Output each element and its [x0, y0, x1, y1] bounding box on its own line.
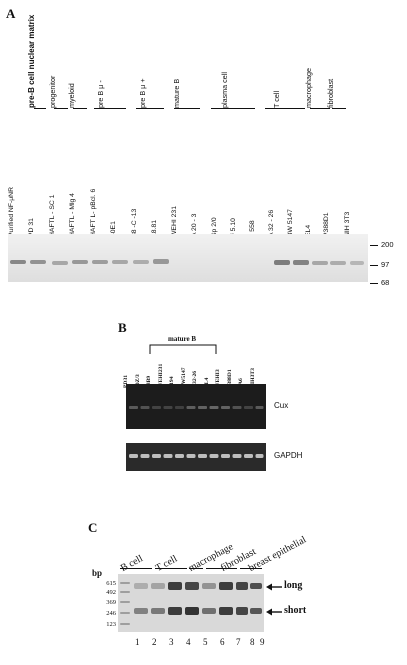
band-a-12 — [330, 261, 346, 265]
bp-marker-369: 369 — [106, 599, 116, 606]
lane-number-c-3: 3 — [169, 637, 174, 647]
panel-a-letter: A — [6, 6, 16, 21]
category-line-c-b-cell — [120, 568, 152, 569]
category-label-mature-b: mature B — [172, 78, 181, 108]
lane-label-a-1: Purified NF-μNR — [8, 187, 15, 237]
category-line-pre-b-mu-minus — [94, 108, 126, 110]
band-a-4 — [72, 260, 88, 264]
lane-label-a-15: BW 5147 — [287, 209, 294, 237]
lane-label-a-5: HAFT L- pBcl. 6 — [90, 188, 97, 237]
arrow-short-icon — [266, 608, 282, 616]
category-line-c-macrophage — [189, 568, 203, 569]
gel-label-gapdh: GAPDH — [274, 451, 303, 460]
category-label-c-t-cell: T cell — [153, 553, 180, 574]
band-a-8 — [153, 259, 169, 264]
category-label-pre-b-mu-plus: pre B μ + — [138, 78, 147, 108]
mw-label-97: 97 — [381, 260, 390, 269]
bp-label: bp — [92, 568, 103, 578]
category-line-c-breast-epithelial — [240, 568, 262, 569]
arrow-long-icon — [266, 583, 282, 591]
lane-label-a-3: HAFTL - SC 1 — [49, 194, 56, 237]
mw-tick-200 — [370, 245, 378, 246]
band-a-7 — [133, 260, 149, 264]
band-a-6 — [112, 260, 128, 264]
category-line-pre-b-mu-plus — [136, 108, 164, 110]
mw-tick-97 — [370, 265, 378, 266]
lane-number-c-9: 9 — [260, 637, 265, 647]
category-label-macrophage: macrophage — [304, 68, 313, 108]
lane-label-a-9: WEHI 231 — [171, 206, 178, 237]
band-a-2 — [30, 260, 46, 264]
category-label-fibroblast: fibroblast — [326, 78, 335, 108]
category-label-plasma-cell: plasma cell — [220, 72, 229, 108]
band-a-13 — [350, 261, 364, 265]
lane-number-c-1: 1 — [135, 637, 140, 647]
category-label-pre-b-mu-minus: pre B μ - — [96, 80, 105, 108]
category-label-t-cell: T cell — [272, 90, 281, 108]
band-a-10 — [293, 260, 309, 265]
lane-number-c-7: 7 — [236, 637, 241, 647]
category-line-macrophage — [310, 108, 330, 110]
lane-number-c-6: 6 — [220, 637, 225, 647]
mw-label-200: 200 — [381, 240, 394, 249]
category-line-c-t-cell — [155, 568, 187, 569]
gel-cux — [126, 384, 266, 429]
mature-b-bracket-label: mature B — [168, 335, 197, 343]
gel-label-cux: Cux — [274, 401, 289, 410]
mature-b-bracket — [149, 344, 217, 354]
mw-tick-68 — [370, 283, 378, 284]
category-line-plasma-cell — [211, 108, 255, 110]
category-line-mature-b — [174, 108, 200, 110]
band-a-5 — [92, 260, 108, 264]
bp-marker-492: 492 — [106, 589, 116, 596]
band-label-long: long — [284, 580, 303, 591]
lane-label-a-14: A 32 - 26 — [268, 209, 275, 237]
category-label-nuclear-matrix: pre-B cell nuclear matrix — [27, 14, 36, 108]
bp-marker-123: 123 — [106, 621, 116, 628]
category-line-t-cell — [265, 108, 305, 110]
category-line-fibroblast — [332, 108, 346, 110]
band-a-11 — [312, 261, 328, 265]
category-line-c-fibroblast — [206, 568, 237, 569]
lane-number-c-2: 2 — [152, 637, 157, 647]
mw-label-68: 68 — [381, 278, 390, 287]
category-label-progenitor: progenitor — [48, 75, 57, 108]
category-line-myeloid — [73, 108, 87, 110]
panel-c-letter: C — [88, 520, 98, 535]
lane-number-c-4: 4 — [186, 637, 191, 647]
lane-label-a-4: HAFTL - Mlg 4 — [69, 193, 76, 237]
gel-gapdh — [126, 443, 266, 471]
category-line-progenitor — [54, 108, 68, 110]
gel-rt-pcr-c — [118, 574, 264, 632]
lane-label-a-7: 38 -C -13 — [131, 208, 138, 237]
band-a-3 — [52, 261, 68, 265]
lane-number-c-8: 8 — [250, 637, 255, 647]
category-label-myeloid: myeloid — [67, 83, 76, 108]
category-label-c-b-cell: B cell — [118, 553, 145, 574]
bp-marker-615: 615 — [106, 580, 116, 587]
gel-blot-a — [8, 234, 368, 282]
panel-b-letter: B — [118, 320, 127, 335]
band-a-9 — [274, 260, 290, 265]
category-line-nuclear-matrix — [34, 108, 46, 110]
lane-number-c-5: 5 — [203, 637, 208, 647]
bp-marker-246: 246 — [106, 610, 116, 617]
band-label-short: short — [284, 605, 307, 616]
band-a-1 — [10, 260, 26, 264]
